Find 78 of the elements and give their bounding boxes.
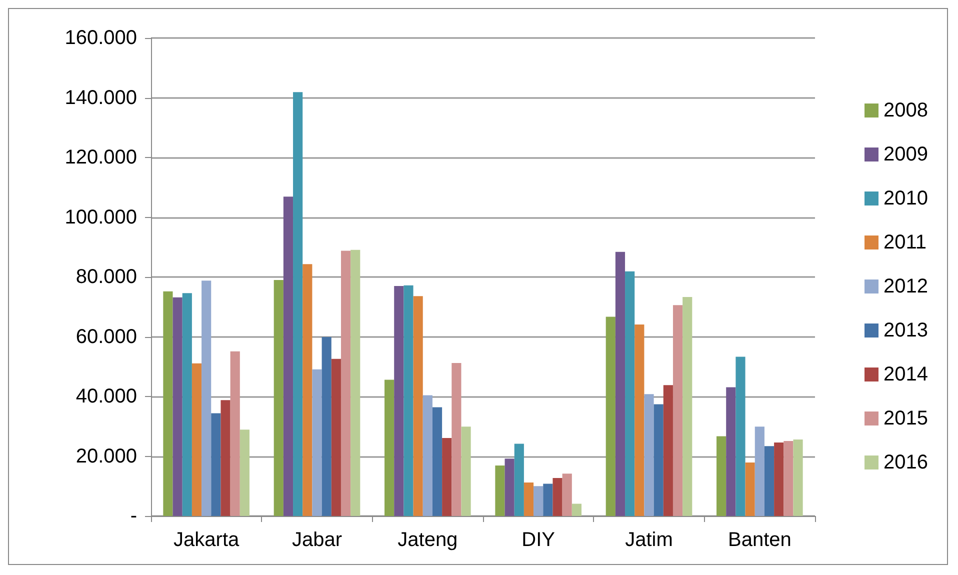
legend-label: 2011: [884, 232, 927, 254]
bar: [340, 250, 351, 516]
bar: [350, 250, 360, 516]
bar: [461, 426, 471, 516]
bar: [504, 458, 514, 516]
bar: [211, 413, 221, 516]
bar: [736, 356, 746, 516]
bar: [716, 436, 726, 516]
bar: [240, 430, 250, 516]
bar: [774, 442, 784, 516]
legend-label: 2012: [884, 276, 928, 298]
bar: [663, 385, 673, 516]
bar: [543, 484, 553, 516]
bar: [572, 504, 582, 516]
bar: [182, 293, 192, 516]
bar: [793, 440, 803, 516]
bar: [404, 285, 414, 516]
bar: [293, 92, 303, 516]
legend-label: 2014: [884, 364, 928, 386]
x-tick-label: Jakarta: [174, 529, 240, 551]
y-tick-label: 80.000: [76, 266, 137, 288]
legend-label: 2010: [884, 188, 928, 210]
bar: [452, 363, 462, 516]
bar: [606, 316, 616, 516]
y-tick-label: 160.000: [64, 27, 137, 49]
bar: [682, 297, 692, 516]
bar: [302, 264, 312, 516]
y-tick-label: -: [130, 505, 137, 527]
y-tick-label: 20.000: [76, 445, 137, 468]
bar: [163, 291, 173, 516]
y-tick-label: 60.000: [76, 326, 137, 348]
bar: [644, 394, 654, 516]
bar: [312, 369, 322, 516]
bar: [552, 478, 562, 516]
bar: [331, 358, 341, 516]
bar: [514, 444, 524, 516]
bar: [495, 466, 505, 516]
bar: [784, 441, 794, 516]
y-tick-label: 100.000: [64, 206, 137, 228]
bar: [202, 280, 212, 516]
bar: [230, 351, 240, 516]
x-tick-label: DIY: [522, 529, 556, 551]
bar: [534, 486, 544, 516]
bar: [384, 380, 394, 516]
x-tick-label: Jateng: [398, 529, 458, 551]
bar: [394, 286, 404, 516]
bar: [442, 438, 452, 516]
legend-label: 2016: [884, 452, 928, 474]
legend-label: 2013: [884, 320, 928, 342]
bar: [220, 400, 230, 516]
bar: [672, 305, 683, 516]
y-tick-label: 140.000: [64, 86, 137, 109]
bar: [654, 404, 664, 516]
bar: [413, 296, 423, 516]
x-tick-label: Jabar: [292, 529, 342, 551]
x-tick-label: Jatim: [625, 529, 673, 551]
bar: [726, 387, 736, 516]
legend-label: 2008: [884, 100, 928, 122]
y-tick-label: 40.000: [76, 386, 137, 408]
bar: [322, 337, 332, 516]
bar: [764, 446, 774, 516]
bar: [625, 271, 635, 516]
bar: [192, 363, 202, 516]
bar: [615, 252, 626, 516]
bar: [283, 196, 294, 516]
bar: [432, 407, 442, 516]
bar: [524, 482, 534, 516]
legend-label: 2015: [884, 408, 928, 430]
bar: [754, 426, 764, 516]
bar: [562, 474, 572, 516]
legend-label: 2009: [884, 144, 928, 166]
bar: [634, 324, 644, 516]
x-tick-label: Banten: [728, 529, 792, 551]
bar: [422, 395, 432, 516]
y-tick-label: 120.000: [64, 146, 137, 168]
bar: [745, 462, 755, 516]
bar: [172, 297, 182, 516]
bar: [274, 280, 284, 516]
